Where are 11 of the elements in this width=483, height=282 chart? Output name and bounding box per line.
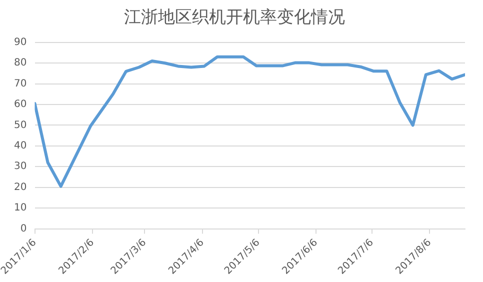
y-tick-label: 30 bbox=[14, 161, 27, 172]
y-tick-label: 50 bbox=[14, 120, 27, 131]
y-tick-label: 90 bbox=[14, 36, 27, 48]
y-tick-label: 10 bbox=[14, 202, 27, 214]
y-tick-label: 20 bbox=[14, 182, 27, 193]
y-tick-label: 80 bbox=[14, 58, 27, 69]
y-tick-label: 0 bbox=[20, 223, 27, 234]
y-tick-label: 60 bbox=[14, 99, 27, 110]
y-tick-label: 40 bbox=[14, 140, 27, 152]
chart-title: 江浙地区织机开机率变化情况 bbox=[124, 8, 345, 28]
y-tick-label: 70 bbox=[14, 78, 27, 90]
